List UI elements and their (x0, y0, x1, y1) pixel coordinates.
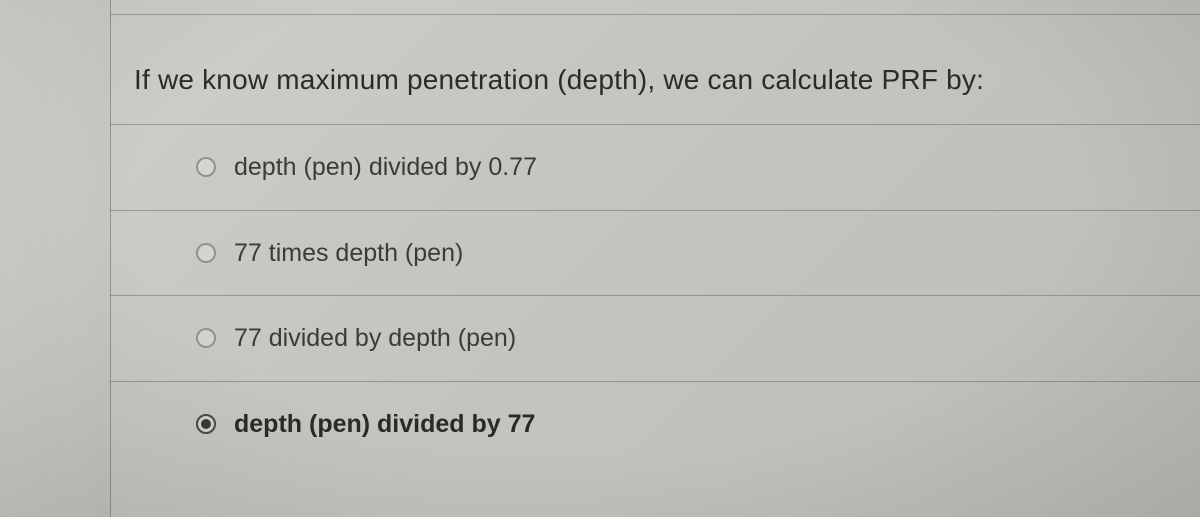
option-label: depth (pen) divided by 77 (234, 408, 535, 441)
option-row[interactable]: depth (pen) divided by 77 (110, 382, 1200, 467)
radio-icon[interactable] (196, 328, 216, 348)
option-row[interactable]: depth (pen) divided by 0.77 (110, 125, 1200, 211)
radio-icon[interactable] (196, 157, 216, 177)
options-list: depth (pen) divided by 0.77 77 times dep… (110, 124, 1200, 466)
question-prompt: If we know maximum penetration (depth), … (110, 64, 1200, 124)
left-margin-rule (0, 0, 111, 517)
quiz-screen: If we know maximum penetration (depth), … (0, 0, 1200, 517)
option-label: depth (pen) divided by 0.77 (234, 151, 537, 184)
radio-icon[interactable] (196, 414, 216, 434)
radio-icon[interactable] (196, 243, 216, 263)
option-row[interactable]: 77 times depth (pen) (110, 211, 1200, 297)
option-label: 77 divided by depth (pen) (234, 322, 516, 355)
option-label: 77 times depth (pen) (234, 237, 463, 270)
question-block: If we know maximum penetration (depth), … (110, 14, 1200, 517)
option-row[interactable]: 77 divided by depth (pen) (110, 296, 1200, 382)
